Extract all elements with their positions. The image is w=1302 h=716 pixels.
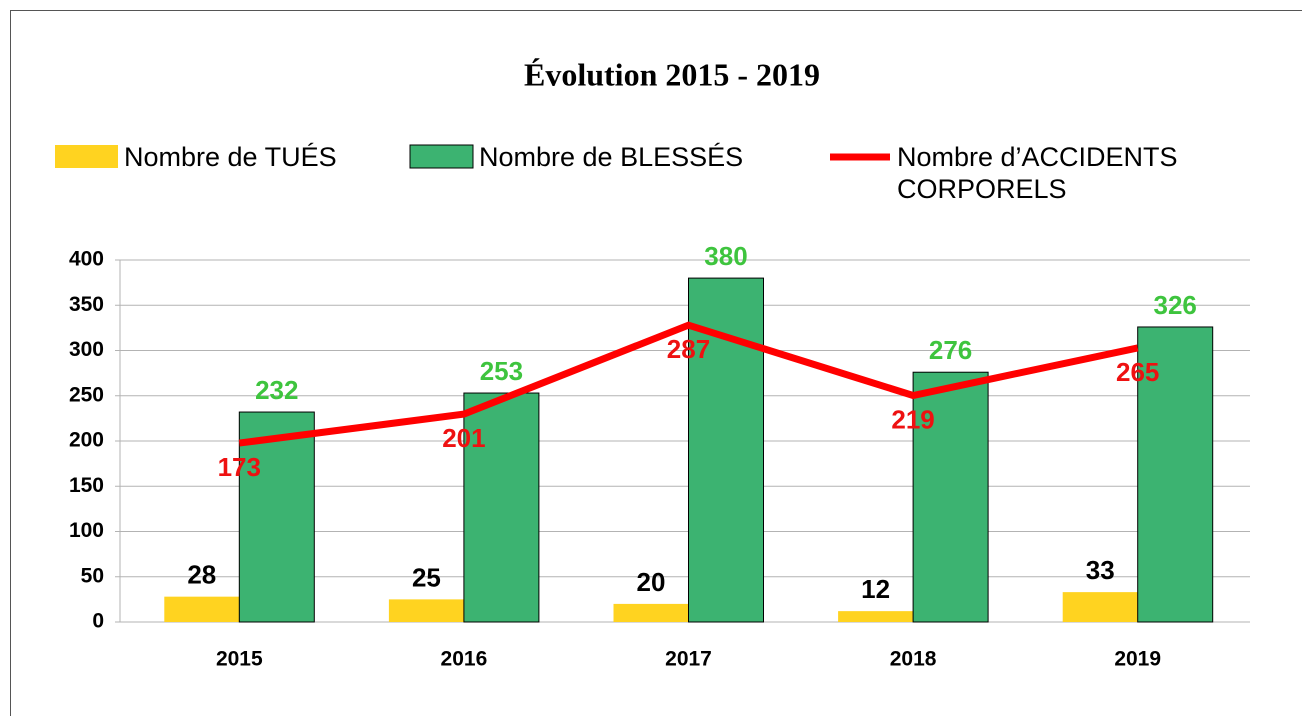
x-tick-label: 2016 [441,648,488,671]
value-label: 326 [1154,290,1197,320]
y-tick-label: 400 [69,248,104,271]
value-label: 28 [187,560,216,590]
line [238,321,1139,447]
y-tick-label: 250 [69,383,104,406]
y-tick-label: 100 [69,519,104,542]
y-tick-label: 300 [69,338,104,361]
y-tick-label: 0 [92,610,104,633]
x-tick-label: 2018 [890,648,937,671]
value-label: 380 [704,241,747,271]
value-label: 173 [218,452,261,482]
value-label: 12 [861,574,890,604]
legend-swatch [55,145,118,168]
value-label: 20 [637,567,666,597]
value-label: 265 [1116,357,1159,387]
x-tick-label: 2017 [665,648,712,671]
x-tick-label: 2015 [216,648,263,671]
legend-label: Nombre de BLESSÉS [479,142,744,172]
bar [238,411,315,623]
frame [10,10,1302,716]
value-label: 232 [255,375,298,405]
y-tick-label: 200 [69,429,104,452]
value-label: 253 [480,356,523,386]
value-label: 287 [667,334,710,364]
y-tick-label: 150 [69,474,104,497]
bar [1062,592,1138,622]
x-tick-label: 2019 [1114,648,1161,671]
bar [613,603,689,622]
bar [838,611,914,622]
y-tick-label: 50 [81,564,104,587]
value-label: 219 [891,404,934,434]
bar [463,392,540,623]
value-label: 201 [442,423,485,453]
bar [164,596,240,622]
legend-label: Nombre d’ACCIDENTS CORPORELS [897,142,1178,204]
bar [912,371,989,623]
value-label: 276 [929,335,972,365]
bar [1137,326,1214,623]
legend-swatch [409,144,474,169]
value-label: 33 [1086,555,1115,585]
value-label: 25 [412,562,441,592]
bar [388,599,464,622]
chart-title: Évolution 2015 - 2019 [524,56,820,92]
legend-label: Nombre de TUÉS [124,142,337,172]
y-tick-label: 350 [69,293,104,316]
